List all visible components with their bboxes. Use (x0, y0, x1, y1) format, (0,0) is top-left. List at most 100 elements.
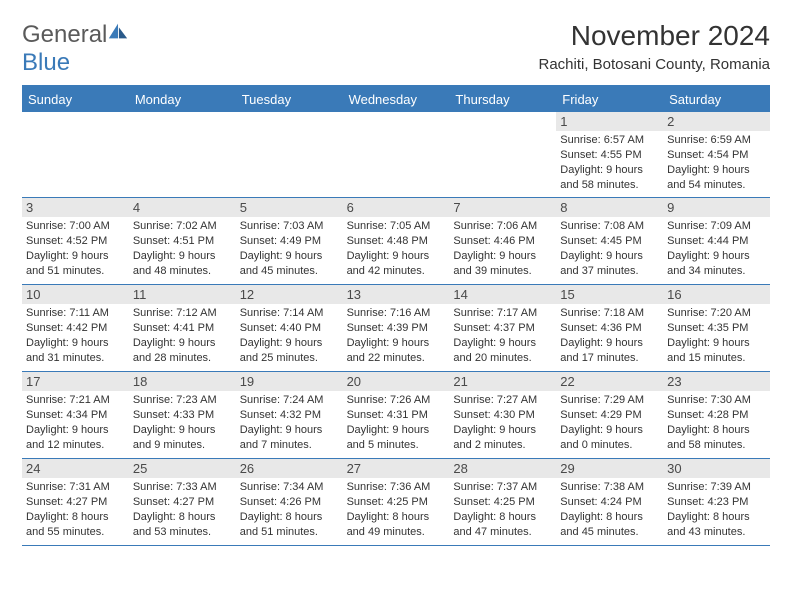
day-info: Sunrise: 7:11 AMSunset: 4:42 PMDaylight:… (26, 306, 125, 365)
weekday-label: Friday (556, 87, 663, 112)
calendar-week: 1 Sunrise: 6:57 AMSunset: 4:55 PMDaylight… (22, 112, 770, 198)
calendar-day: 6 Sunrise: 7:05 AMSunset: 4:48 PMDaylight… (343, 198, 450, 284)
weekday-label: Sunday (22, 87, 129, 112)
calendar-day: 24Sunrise: 7:31 AMSunset: 4:27 PMDayligh… (22, 459, 129, 545)
day-info: Sunrise: 7:37 AMSunset: 4:25 PMDaylight:… (453, 480, 552, 539)
calendar-day: 22Sunrise: 7:29 AMSunset: 4:29 PMDayligh… (556, 372, 663, 458)
calendar-day (449, 112, 556, 197)
calendar-day: 2 Sunrise: 6:59 AMSunset: 4:54 PMDaylight… (663, 112, 770, 197)
weekday-label: Wednesday (343, 87, 450, 112)
day-info: Sunrise: 7:18 AMSunset: 4:36 PMDaylight:… (560, 306, 659, 365)
brand-name-a: General (22, 21, 107, 48)
day-info: Sunrise: 6:59 AMSunset: 4:54 PMDaylight:… (667, 133, 766, 192)
day-info: Sunrise: 7:26 AMSunset: 4:31 PMDaylight:… (347, 393, 446, 452)
calendar-day: 14 Sunrise: 7:17 AMSunset: 4:37 PMDayligh… (449, 285, 556, 371)
day-number: 2 (663, 112, 770, 131)
day-number: 3 (22, 198, 129, 217)
day-info: Sunrise: 7:27 AMSunset: 4:30 PMDaylight:… (453, 393, 552, 452)
day-number: 30 (663, 459, 770, 478)
day-info: Sunrise: 7:02 AMSunset: 4:51 PMDaylight:… (133, 219, 232, 278)
calendar-day: 20Sunrise: 7:26 AMSunset: 4:31 PMDayligh… (343, 372, 450, 458)
calendar-day: 13 Sunrise: 7:16 AMSunset: 4:39 PMDayligh… (343, 285, 450, 371)
calendar-day: 9 Sunrise: 7:09 AMSunset: 4:44 PMDaylight… (663, 198, 770, 284)
day-info: Sunrise: 7:20 AMSunset: 4:35 PMDaylight:… (667, 306, 766, 365)
day-info: Sunrise: 7:12 AMSunset: 4:41 PMDaylight:… (133, 306, 232, 365)
day-number: 15 (556, 285, 663, 304)
day-number: 8 (556, 198, 663, 217)
calendar-day: 30 Sunrise: 7:39 AMSunset: 4:23 PMDayligh… (663, 459, 770, 545)
weekday-label: Tuesday (236, 87, 343, 112)
calendar-week: 10 Sunrise: 7:11 AMSunset: 4:42 PMDayligh… (22, 285, 770, 372)
calendar-day (129, 112, 236, 197)
day-info: Sunrise: 7:16 AMSunset: 4:39 PMDaylight:… (347, 306, 446, 365)
day-info: Sunrise: 7:00 AMSunset: 4:52 PMDaylight:… (26, 219, 125, 278)
location-label: Rachiti, Botosani County, Romania (538, 56, 770, 73)
day-info: Sunrise: 7:34 AMSunset: 4:26 PMDaylight:… (240, 480, 339, 539)
day-number: 29 (556, 459, 663, 478)
day-info: Sunrise: 7:09 AMSunset: 4:44 PMDaylight:… (667, 219, 766, 278)
day-number: 4 (129, 198, 236, 217)
calendar-day: 7Sunrise: 7:06 AMSunset: 4:46 PMDaylight… (449, 198, 556, 284)
day-info: Sunrise: 7:33 AMSunset: 4:27 PMDaylight:… (133, 480, 232, 539)
brand-text: GeneralBlue (22, 20, 129, 77)
calendar-day: 21 Sunrise: 7:27 AMSunset: 4:30 PMDayligh… (449, 372, 556, 458)
day-number: 10 (22, 285, 129, 304)
calendar-page: GeneralBlue November 2024 Rachiti, Botos… (0, 0, 792, 566)
calendar-day: 19 Sunrise: 7:24 AMSunset: 4:32 PMDayligh… (236, 372, 343, 458)
day-number: 18 (129, 372, 236, 391)
day-number: 1 (556, 112, 663, 131)
day-info: Sunrise: 7:23 AMSunset: 4:33 PMDaylight:… (133, 393, 232, 452)
weekday-label: Monday (129, 87, 236, 112)
day-number: 21 (449, 372, 556, 391)
header: GeneralBlue November 2024 Rachiti, Botos… (22, 20, 770, 77)
calendar-day (236, 112, 343, 197)
day-number: 14 (449, 285, 556, 304)
day-number: 28 (449, 459, 556, 478)
day-number: 23 (663, 372, 770, 391)
calendar-day: 15 Sunrise: 7:18 AMSunset: 4:36 PMDayligh… (556, 285, 663, 371)
day-info: Sunrise: 7:39 AMSunset: 4:23 PMDaylight:… (667, 480, 766, 539)
calendar-grid: SundayMondayTuesdayWednesdayThursdayFrid… (22, 85, 770, 546)
day-info: Sunrise: 7:17 AMSunset: 4:37 PMDaylight:… (453, 306, 552, 365)
day-number: 9 (663, 198, 770, 217)
calendar-day: 25 Sunrise: 7:33 AMSunset: 4:27 PMDayligh… (129, 459, 236, 545)
day-info: Sunrise: 7:36 AMSunset: 4:25 PMDaylight:… (347, 480, 446, 539)
day-number: 26 (236, 459, 343, 478)
day-info: Sunrise: 7:06 AMSunset: 4:46 PMDaylight:… (453, 219, 552, 278)
calendar-week: 17Sunrise: 7:21 AMSunset: 4:34 PMDayligh… (22, 372, 770, 459)
weekday-label: Saturday (663, 87, 770, 112)
day-number: 5 (236, 198, 343, 217)
day-info: Sunrise: 7:29 AMSunset: 4:29 PMDaylight:… (560, 393, 659, 452)
month-title: November 2024 (538, 20, 770, 52)
day-number: 13 (343, 285, 450, 304)
calendar-day: 26 Sunrise: 7:34 AMSunset: 4:26 PMDayligh… (236, 459, 343, 545)
day-number-empty (236, 112, 343, 131)
calendar-day: 29 Sunrise: 7:38 AMSunset: 4:24 PMDayligh… (556, 459, 663, 545)
calendar-day: 16 Sunrise: 7:20 AMSunset: 4:35 PMDayligh… (663, 285, 770, 371)
day-number: 25 (129, 459, 236, 478)
calendar-day: 1 Sunrise: 6:57 AMSunset: 4:55 PMDaylight… (556, 112, 663, 197)
calendar-day: 5 Sunrise: 7:03 AMSunset: 4:49 PMDaylight… (236, 198, 343, 284)
day-number: 19 (236, 372, 343, 391)
calendar-day: 18 Sunrise: 7:23 AMSunset: 4:33 PMDayligh… (129, 372, 236, 458)
day-number: 6 (343, 198, 450, 217)
calendar-week: 3 Sunrise: 7:00 AMSunset: 4:52 PMDaylight… (22, 198, 770, 285)
day-info: Sunrise: 7:03 AMSunset: 4:49 PMDaylight:… (240, 219, 339, 278)
brand-logo: GeneralBlue (22, 20, 129, 77)
day-info: Sunrise: 6:57 AMSunset: 4:55 PMDaylight:… (560, 133, 659, 192)
calendar-day (22, 112, 129, 197)
day-number: 11 (129, 285, 236, 304)
day-number: 27 (343, 459, 450, 478)
calendar-day: 12Sunrise: 7:14 AMSunset: 4:40 PMDayligh… (236, 285, 343, 371)
day-number: 16 (663, 285, 770, 304)
day-info: Sunrise: 7:30 AMSunset: 4:28 PMDaylight:… (667, 393, 766, 452)
day-info: Sunrise: 7:05 AMSunset: 4:48 PMDaylight:… (347, 219, 446, 278)
day-number: 12 (236, 285, 343, 304)
calendar-week: 24Sunrise: 7:31 AMSunset: 4:27 PMDayligh… (22, 459, 770, 546)
day-number-empty (22, 112, 129, 131)
day-number-empty (449, 112, 556, 131)
calendar-day: 10 Sunrise: 7:11 AMSunset: 4:42 PMDayligh… (22, 285, 129, 371)
day-info: Sunrise: 7:08 AMSunset: 4:45 PMDaylight:… (560, 219, 659, 278)
day-info: Sunrise: 7:24 AMSunset: 4:32 PMDaylight:… (240, 393, 339, 452)
day-info: Sunrise: 7:38 AMSunset: 4:24 PMDaylight:… (560, 480, 659, 539)
